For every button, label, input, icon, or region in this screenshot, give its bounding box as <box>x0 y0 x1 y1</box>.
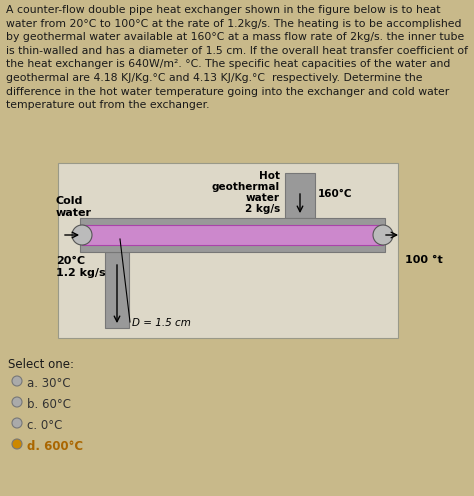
Circle shape <box>12 418 22 428</box>
Circle shape <box>373 225 393 245</box>
Bar <box>105 252 129 328</box>
Bar <box>58 163 398 338</box>
Circle shape <box>72 225 92 245</box>
Text: 2 kg/s: 2 kg/s <box>245 204 280 214</box>
Text: Hot: Hot <box>259 171 280 181</box>
Text: b. 60°C: b. 60°C <box>27 398 71 411</box>
Text: Select one:: Select one: <box>8 358 74 371</box>
Circle shape <box>12 397 22 407</box>
Text: 1.2 kg/s: 1.2 kg/s <box>56 268 106 278</box>
Text: A counter-flow double pipe heat exchanger shown in the figure below is to heat
w: A counter-flow double pipe heat exchange… <box>6 5 468 110</box>
Text: 160°C: 160°C <box>318 189 353 199</box>
Text: water: water <box>246 193 280 203</box>
Text: d. 600°C: d. 600°C <box>27 440 83 453</box>
Text: a. 30°C: a. 30°C <box>27 377 71 390</box>
Circle shape <box>12 439 22 449</box>
Text: 100 °t: 100 °t <box>405 255 443 265</box>
Bar <box>80 218 385 252</box>
Text: D = 1.5 cm: D = 1.5 cm <box>132 318 191 328</box>
Text: c. 0°C: c. 0°C <box>27 419 63 432</box>
Circle shape <box>12 376 22 386</box>
Text: geothermal: geothermal <box>212 182 280 192</box>
Bar <box>285 173 315 218</box>
Text: Cold
water: Cold water <box>56 196 92 218</box>
Bar <box>82 225 383 245</box>
Text: 20°C: 20°C <box>56 256 85 266</box>
